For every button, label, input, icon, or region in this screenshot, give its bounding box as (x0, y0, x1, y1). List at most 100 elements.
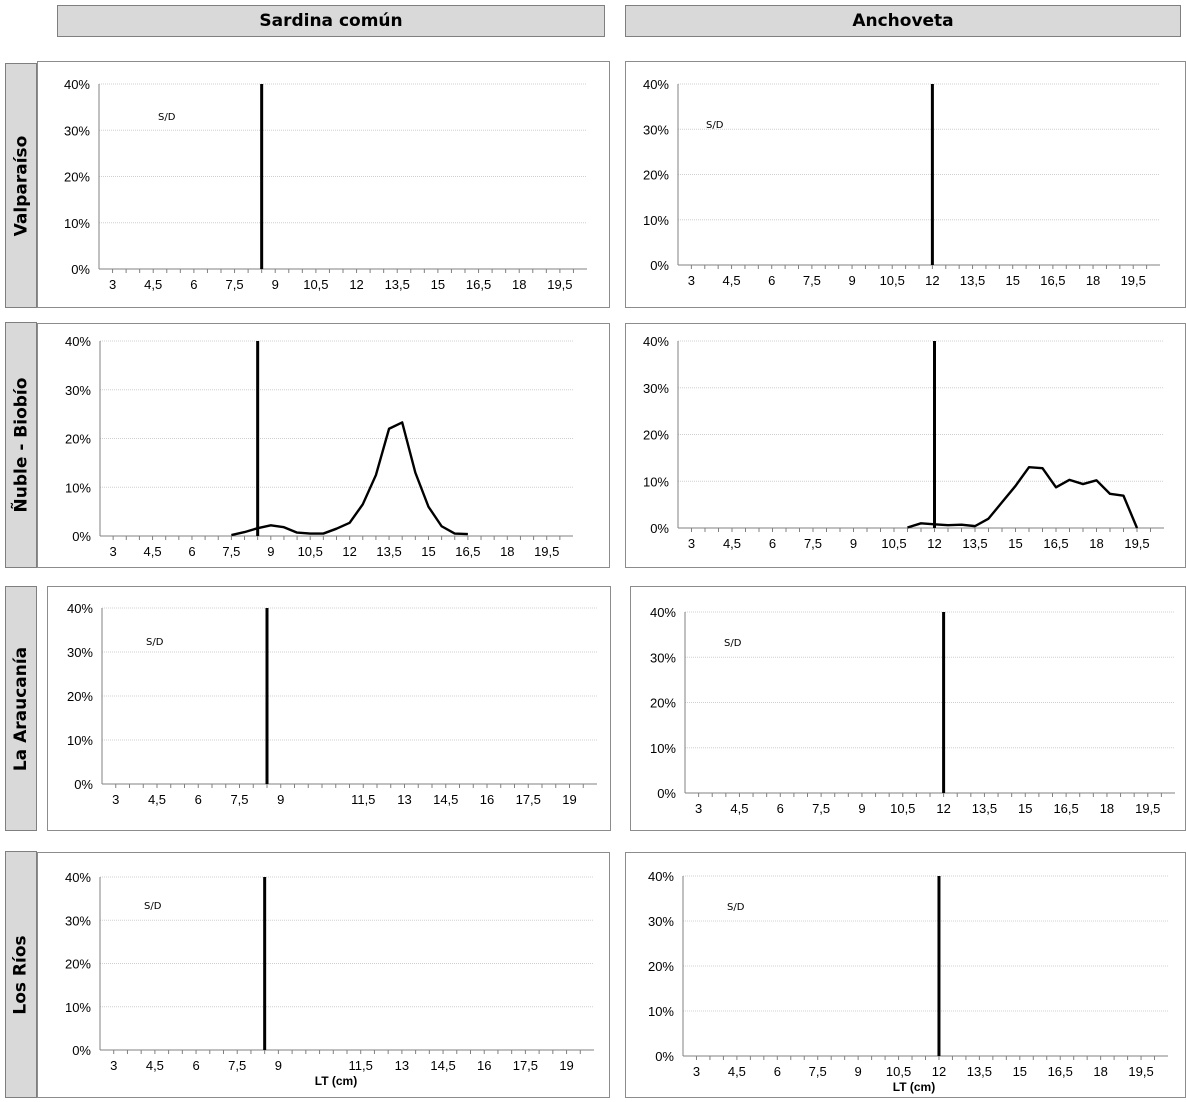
no-data-label: S/D (706, 120, 724, 131)
x-tick-label: 9 (848, 273, 855, 288)
x-tick-label: 3 (688, 536, 695, 551)
y-tick-label: 20% (64, 170, 90, 185)
row-header-valparaiso: Valparaíso (5, 63, 37, 308)
y-tick-label: 40% (650, 605, 676, 620)
y-tick-label: 0% (655, 1049, 674, 1064)
y-tick-label: 10% (65, 480, 91, 495)
x-tick-label: 10,5 (298, 544, 323, 559)
row-header-los-rios: Los Ríos (5, 851, 37, 1098)
x-tick-label: 10,5 (880, 273, 905, 288)
x-tick-label: 4,5 (148, 792, 166, 807)
x-tick-label: 7,5 (222, 544, 240, 559)
x-tick-label: 17,5 (513, 1058, 538, 1073)
x-tick-label: 12 (932, 1064, 946, 1079)
x-tick-label: 16 (480, 792, 494, 807)
chart-svg: 0% 10% 20% 30% 40% 3 4,5 6 7,5 9 10,5 12 13,5 15 16,5 1… (648, 869, 1168, 1094)
x-tick-label: 6 (774, 1064, 781, 1079)
x-tick-label: 15 (1018, 801, 1032, 816)
x-tick-label: 4,5 (723, 273, 741, 288)
x-tick-label: 7,5 (809, 1064, 827, 1079)
y-tick-label: 30% (67, 645, 93, 660)
row-header-la-araucania: La Araucanía (5, 586, 37, 831)
y-tick-label: 30% (65, 913, 91, 928)
chart-anchoveta-la-araucania: 0% 10% 20% 30% 40% 3 4,5 6 7,5 9 10,5 12 13,5 15 16,5 1… (630, 586, 1186, 831)
x-tick-label: 4,5 (723, 536, 741, 551)
no-data-label: S/D (144, 901, 162, 912)
x-tick-label: 15 (421, 544, 435, 559)
x-tick-label: 10,5 (890, 801, 915, 816)
y-tick-label: 20% (65, 432, 91, 447)
x-tick-label: 7,5 (226, 277, 244, 292)
x-tick-label: 12 (927, 536, 941, 551)
x-tick-label: 19,5 (534, 544, 559, 559)
x-tick-label: 16,5 (1040, 273, 1065, 288)
x-tick-label: 11,5 (349, 1058, 373, 1073)
x-tick-label: 7,5 (230, 792, 248, 807)
x-tick-label: 15 (1005, 273, 1019, 288)
y-tick-label: 30% (643, 381, 669, 396)
x-tick-label: 15 (1008, 536, 1022, 551)
y-tick-label: 40% (643, 334, 669, 349)
y-tick-label: 20% (65, 957, 91, 972)
x-tick-label: 3 (110, 544, 117, 559)
x-tick-label: 3 (693, 1064, 700, 1079)
column-header-sardina: Sardina común (57, 5, 605, 37)
x-tick-label: 6 (777, 801, 784, 816)
x-tick-label: 3 (688, 273, 695, 288)
no-data-label: S/D (724, 638, 742, 649)
y-tick-label: 30% (643, 122, 669, 137)
x-tick-label: 4,5 (144, 544, 162, 559)
x-tick-label: 18 (500, 544, 514, 559)
chart-anchoveta-valparaiso: 0% 10% 20% 30% 40% 3 4,5 6 7,5 9 10,5 12 13,5 15 16,5 1… (625, 61, 1186, 308)
y-tick-label: 10% (64, 216, 90, 231)
x-tick-label: 10,5 (881, 536, 906, 551)
chart-sardina-valparaiso: 0% 10% 20% 30% 40% 3 4,5 6 7,5 9 10,5 12 13,5 15 16,5 1… (37, 61, 610, 308)
y-tick-label: 10% (643, 474, 669, 489)
x-axis-title: LT (cm) (315, 1074, 357, 1088)
x-tick-label: 19 (559, 1058, 573, 1073)
x-tick-label: 18 (512, 277, 526, 292)
x-tick-label: 16,5 (1043, 536, 1068, 551)
x-tick-label: 6 (192, 1058, 199, 1073)
no-data-label: S/D (727, 902, 745, 913)
x-tick-label: 19,5 (1124, 536, 1149, 551)
x-tick-label: 7,5 (812, 801, 830, 816)
x-tick-label: 13 (395, 1058, 409, 1073)
x-tick-label: 19,5 (547, 277, 572, 292)
x-tick-label: 12 (925, 273, 939, 288)
x-tick-label: 18 (1089, 536, 1103, 551)
chart-svg: 0% 10% 20% 30% 40% 3 4,5 6 7,5 9 10,5 12 13,5 15 16,5 1… (65, 334, 573, 559)
y-tick-label: 20% (67, 689, 93, 704)
chart-svg: 0% 10% 20% 30% 40% 3 4,5 6 7,5 9 11,5 13 14,5 16 17,5 1… (65, 870, 594, 1088)
y-tick-label: 40% (65, 334, 91, 349)
x-tick-label: 15 (431, 277, 445, 292)
x-tick-label: 9 (277, 792, 284, 807)
x-tick-label: 9 (858, 801, 865, 816)
column-header-anchoveta: Anchoveta (625, 5, 1181, 37)
x-tick-label: 10,5 (303, 277, 328, 292)
chart-svg: 0% 10% 20% 30% 40% 3 4,5 6 7,5 9 10,5 12 13,5 15 16,5 1… (650, 605, 1175, 816)
x-tick-label: 10,5 (886, 1064, 911, 1079)
x-tick-label: 13,5 (962, 536, 987, 551)
x-tick-label: 12 (936, 801, 950, 816)
x-tick-label: 6 (188, 544, 195, 559)
chart-sardina-la-araucania: 0% 10% 20% 30% 40% 3 4,5 6 7,5 9 11,5 13 14,5 16 17,5 1… (47, 586, 611, 831)
y-tick-label: 0% (650, 521, 669, 536)
x-tick-label: 9 (275, 1058, 282, 1073)
x-axis-title: LT (cm) (893, 1080, 935, 1094)
y-tick-label: 10% (648, 1004, 674, 1019)
y-tick-label: 0% (72, 1043, 91, 1058)
y-tick-label: 20% (643, 168, 669, 183)
y-tick-label: 30% (64, 123, 90, 138)
x-tick-label: 4,5 (144, 277, 162, 292)
x-tick-label: 13 (397, 792, 411, 807)
x-tick-label: 15 (1013, 1064, 1027, 1079)
x-tick-label: 13,5 (960, 273, 985, 288)
y-tick-label: 0% (657, 786, 676, 801)
y-tick-label: 30% (648, 914, 674, 929)
x-tick-label: 17,5 (516, 792, 541, 807)
x-tick-label: 16 (477, 1058, 491, 1073)
x-tick-label: 7,5 (804, 536, 822, 551)
chart-svg: 0% 10% 20% 30% 40% 3 4,5 6 7,5 9 11,5 13 14,5 16 17,5 1… (67, 601, 597, 807)
x-tick-label: 13,5 (385, 277, 410, 292)
